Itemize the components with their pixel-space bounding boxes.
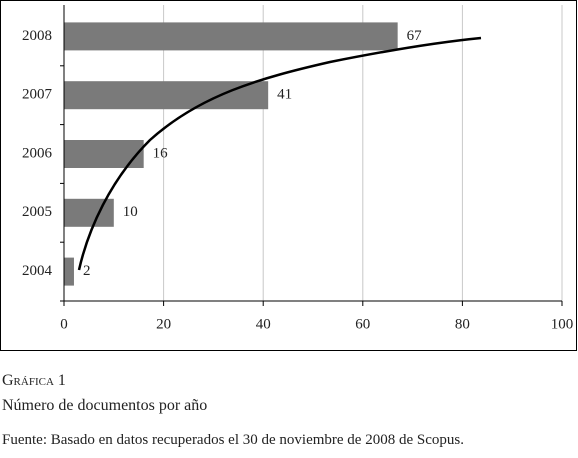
value-label: 10 (123, 204, 138, 220)
figure-title: Número de documentos por año (2, 397, 208, 414)
x-tick-label: 20 (156, 316, 171, 332)
y-tick-label: 2004 (22, 263, 53, 279)
value-label: 16 (153, 145, 169, 161)
figure-source: Fuente: Basado en datos recuperados el 3… (2, 432, 464, 448)
x-tick-label: 0 (60, 316, 68, 332)
value-label: 2 (83, 263, 91, 279)
value-label: 41 (277, 87, 292, 103)
x-tick-label: 40 (256, 316, 271, 332)
chart: 0 20 40 60 80 100 2004 2 2005 10 2006 16 2007 41 2008 6… (0, 0, 577, 351)
bar (64, 257, 74, 286)
x-tick-label: 80 (455, 316, 470, 332)
bar (64, 22, 398, 51)
figure-label: Gráfica 1 (2, 372, 66, 389)
trend-curve (77, 36, 482, 271)
bar (64, 140, 144, 168)
y-tick-label: 2006 (22, 145, 53, 161)
x-tick-label: 100 (551, 316, 574, 332)
y-tick-label: 2007 (22, 87, 53, 103)
value-label: 67 (407, 28, 423, 44)
y-tick-label: 2008 (22, 28, 52, 44)
bar (64, 81, 269, 110)
y-tick-label: 2005 (22, 204, 52, 220)
bar (64, 198, 114, 227)
chart-frame (0, 0, 577, 351)
x-tick-label: 60 (355, 316, 370, 332)
